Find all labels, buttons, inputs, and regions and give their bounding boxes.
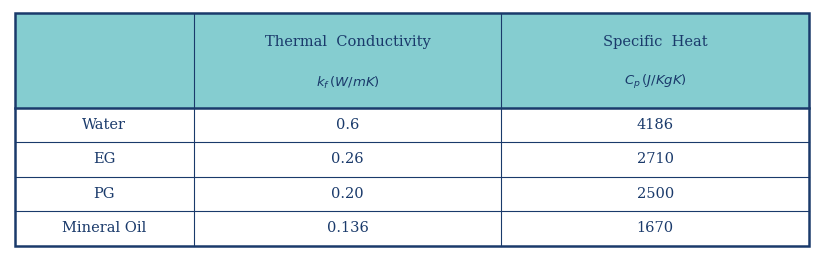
Bar <box>501 14 809 108</box>
Bar <box>15 142 194 177</box>
Text: EG: EG <box>93 152 115 166</box>
Text: Specific  Heat: Specific Heat <box>603 35 708 50</box>
Text: 1670: 1670 <box>637 221 674 236</box>
Bar <box>501 142 809 177</box>
Text: Water: Water <box>82 118 126 132</box>
Text: 0.6: 0.6 <box>335 118 359 132</box>
Bar <box>194 177 501 211</box>
Bar <box>501 177 809 211</box>
Text: $C_p\,(J/KgK)$: $C_p\,(J/KgK)$ <box>624 74 686 91</box>
Bar <box>15 211 194 246</box>
Text: 0.26: 0.26 <box>331 152 363 166</box>
Bar <box>15 14 194 108</box>
Bar <box>194 14 501 108</box>
Bar <box>15 13 809 246</box>
Bar <box>15 177 194 211</box>
Text: 0.20: 0.20 <box>331 187 363 201</box>
Text: Thermal  Conductivity: Thermal Conductivity <box>265 35 430 50</box>
Text: PG: PG <box>93 187 115 201</box>
Text: $k_f\,(W/mK)$: $k_f\,(W/mK)$ <box>316 74 379 91</box>
Bar <box>194 108 501 142</box>
Text: 2500: 2500 <box>637 187 674 201</box>
Text: 2710: 2710 <box>637 152 674 166</box>
Text: 0.136: 0.136 <box>326 221 368 236</box>
Bar <box>15 108 194 142</box>
Text: 4186: 4186 <box>637 118 674 132</box>
Bar <box>501 108 809 142</box>
Bar <box>194 211 501 246</box>
Bar <box>194 142 501 177</box>
Bar <box>501 211 809 246</box>
Text: Mineral Oil: Mineral Oil <box>62 221 147 236</box>
